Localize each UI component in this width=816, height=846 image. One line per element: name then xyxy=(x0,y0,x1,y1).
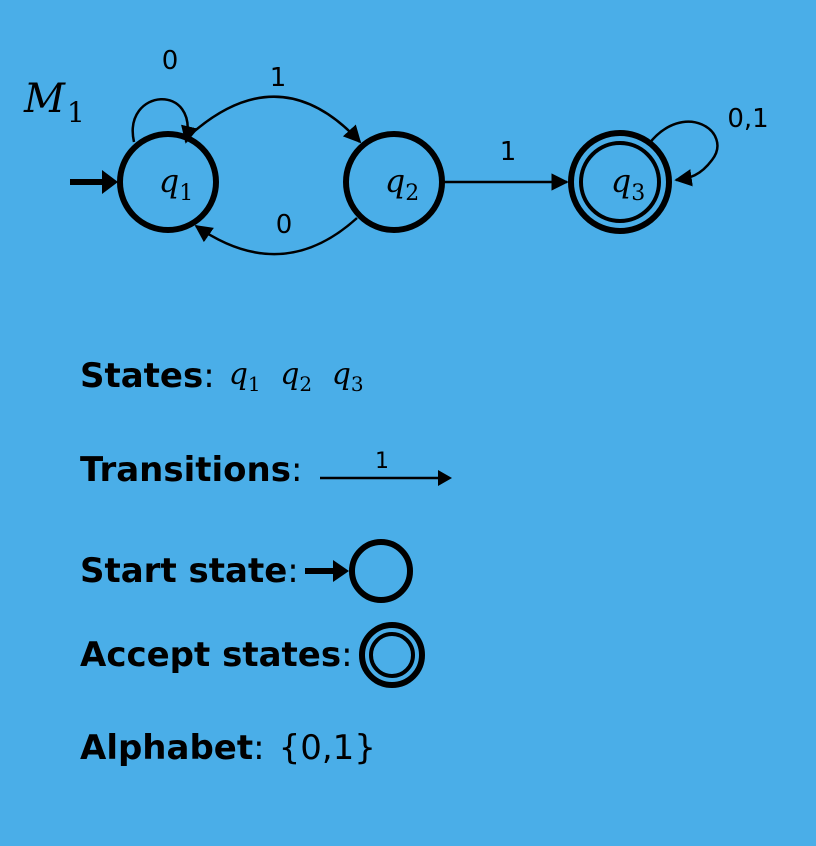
transition-q2-q1 xyxy=(194,217,358,256)
svg-text:q3: q3 xyxy=(611,162,645,206)
states-colon: : xyxy=(203,356,215,396)
legend-transitions: Transitions : 1 xyxy=(80,446,456,494)
transition-label-q1-q2: 1 xyxy=(270,63,287,93)
start-colon: : xyxy=(287,551,299,591)
transition-label-q1-q1: 0 xyxy=(162,46,179,76)
start-label: Start state xyxy=(80,551,288,591)
alphabet-value: {0,1} xyxy=(278,728,376,768)
transition-label-q2-q3: 1 xyxy=(500,137,517,167)
transition-label-q3-q3: 0,1 xyxy=(727,104,768,134)
transition-q3-q3 xyxy=(647,120,719,187)
legend-alphabet: Alphabet : {0,1} xyxy=(80,728,376,768)
transitions-colon: : xyxy=(290,450,303,490)
svg-text:q1: q1 xyxy=(159,162,193,206)
transition-example-arrow: 1 xyxy=(320,449,453,486)
states-list: q1 q2 q3 xyxy=(228,356,364,396)
accept-label: Accept states xyxy=(80,635,342,675)
machine-name: M1 xyxy=(23,76,85,129)
accept-state-symbol xyxy=(358,622,425,688)
legend-start: Start state : xyxy=(80,536,423,606)
state-q3-accept: q3 xyxy=(568,130,672,234)
accept-colon: : xyxy=(341,635,353,675)
transition-q1-q1 xyxy=(131,98,199,144)
transition-q1-q2 xyxy=(189,95,362,144)
start-arrow xyxy=(70,170,118,194)
legend-states: States : q1 q2 q3 xyxy=(80,356,374,396)
transition-example-label: 1 xyxy=(375,449,389,474)
legend-accept: Accept states : xyxy=(80,620,427,690)
states-label: States xyxy=(80,356,204,396)
transition-label-q2-q1: 0 xyxy=(276,210,293,240)
transitions-label: Transitions xyxy=(80,450,291,490)
alphabet-colon: : xyxy=(253,728,265,768)
start-state-symbol xyxy=(304,539,413,603)
state-q2: q2 xyxy=(343,131,445,233)
alphabet-label: Alphabet xyxy=(80,728,254,768)
svg-text:q2: q2 xyxy=(385,162,419,206)
state-q1: q1 xyxy=(117,131,219,233)
